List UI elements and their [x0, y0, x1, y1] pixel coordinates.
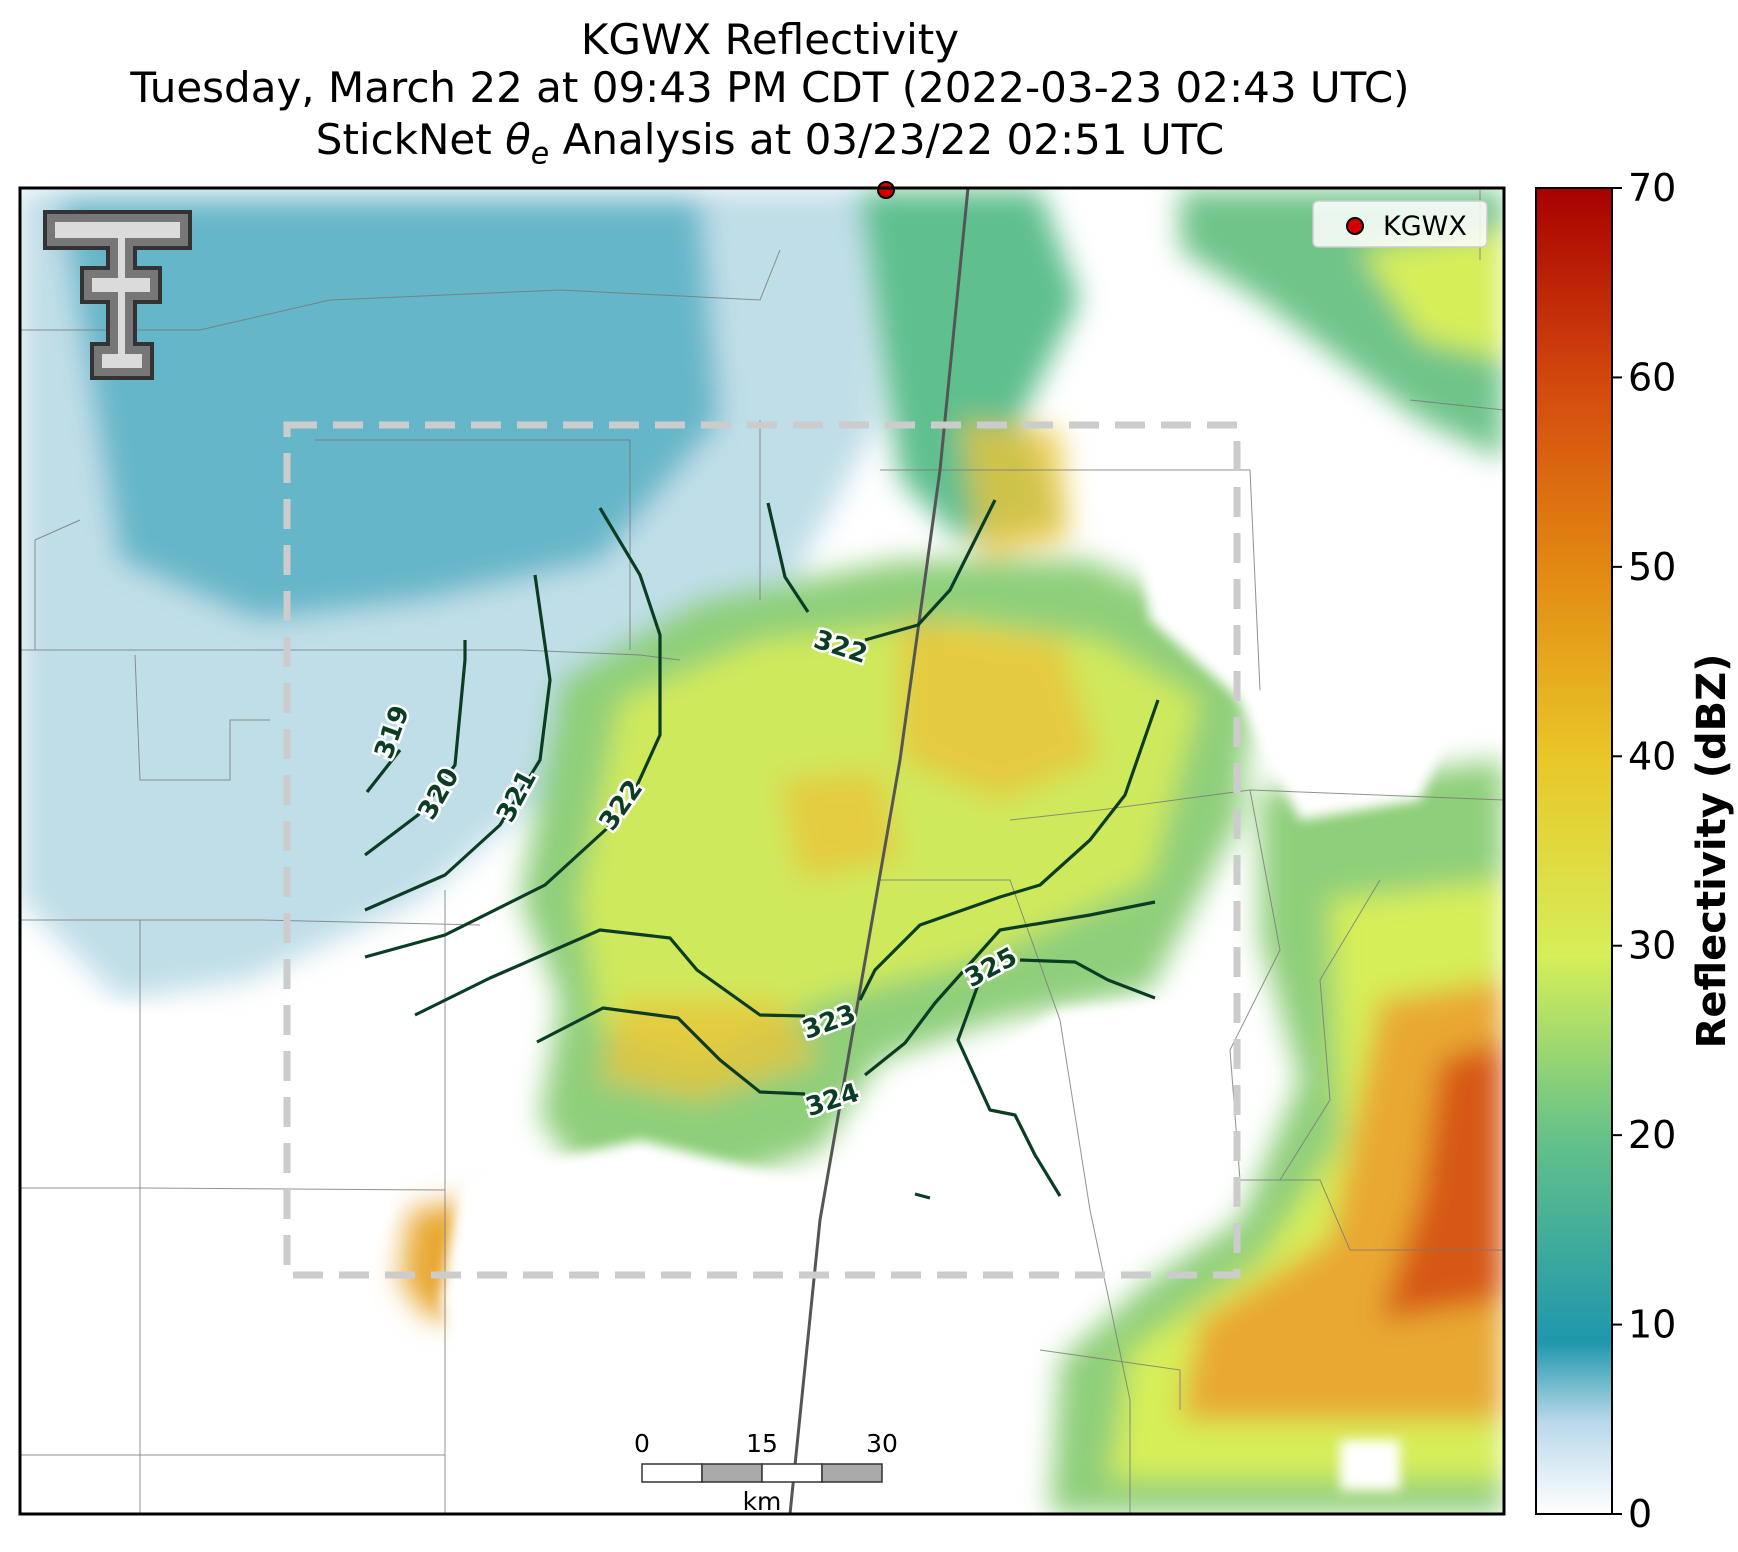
title-prefix: StickNet [315, 115, 506, 164]
legend-label: KGWX [1383, 211, 1467, 242]
legend-marker [1346, 217, 1364, 235]
theta-e-contours [364, 499, 1160, 1200]
contour-line-324 [536, 900, 1156, 1096]
colorbar-tick-label: 10 [1628, 1303, 1676, 1347]
contour-line-321 [364, 574, 552, 912]
colorbar-label: Reflectivity (dBZ) [1689, 654, 1735, 1049]
reflectivity-field [20, 190, 1504, 1514]
title-suffix: Analysis at 03/23/22 02:51 UTC [549, 115, 1225, 164]
colorbar-tick-label: 40 [1628, 734, 1676, 778]
title-line-1: KGWX Reflectivity [580, 15, 960, 64]
analysis-domain-box [283, 421, 1241, 1279]
legend-box [1312, 200, 1488, 248]
colorbar-tick-label: 30 [1628, 924, 1676, 968]
contour-line-322-north [766, 499, 997, 642]
contour-line-stub [914, 1192, 931, 1200]
scale-bar-tick: 15 [746, 1429, 778, 1458]
scale-bar-tick: 0 [634, 1429, 650, 1458]
scale-bar: 0 15 30 km [634, 1429, 898, 1516]
colorbar-tick-label: 0 [1628, 1492, 1652, 1536]
contour-line-319 [365, 749, 402, 793]
theta-symbol: θ [505, 115, 531, 164]
title-line-2: Tuesday, March 22 at 09:43 PM CDT (2022-… [130, 63, 1410, 112]
theta-subscript: e [530, 136, 550, 172]
map-area: 319 320 321 322 322 323 324 325 [20, 188, 1504, 1514]
scale-bar-segment [701, 1463, 763, 1483]
colorbar-tick-label: 70 [1628, 166, 1676, 210]
colorbar-tick-label: 60 [1628, 355, 1676, 399]
county-borders [20, 190, 1504, 1514]
contour-line-322-west [364, 507, 662, 959]
colorbar: 0 10 20 30 40 50 60 70 Reflectivity (dBZ) [1535, 166, 1735, 1536]
colorbar-tick-label: 50 [1628, 545, 1676, 589]
scale-bar-segment [761, 1463, 823, 1483]
colorbar-ticks: 0 10 20 30 40 50 60 70 [1612, 166, 1676, 1536]
double-t-logo-icon [43, 210, 192, 380]
legend: KGWX [1312, 200, 1488, 248]
scale-bar-segment [641, 1463, 703, 1483]
map-frame [18, 186, 1506, 1516]
contour-line-325 [956, 958, 1156, 1197]
contour-line-323 [414, 699, 1160, 1018]
scale-bar-tick: 30 [866, 1429, 898, 1458]
title-line-3: StickNet θe Analysis at 03/23/22 02:51 U… [0, 116, 1540, 178]
colorbar-tick-label: 20 [1628, 1113, 1676, 1157]
radar-site-marker [877, 181, 895, 199]
scale-bar-unit: km [743, 1487, 782, 1516]
colorbar-gradient [1535, 187, 1613, 1515]
contour-line-320 [364, 640, 467, 857]
scale-bar-segment [821, 1463, 883, 1483]
